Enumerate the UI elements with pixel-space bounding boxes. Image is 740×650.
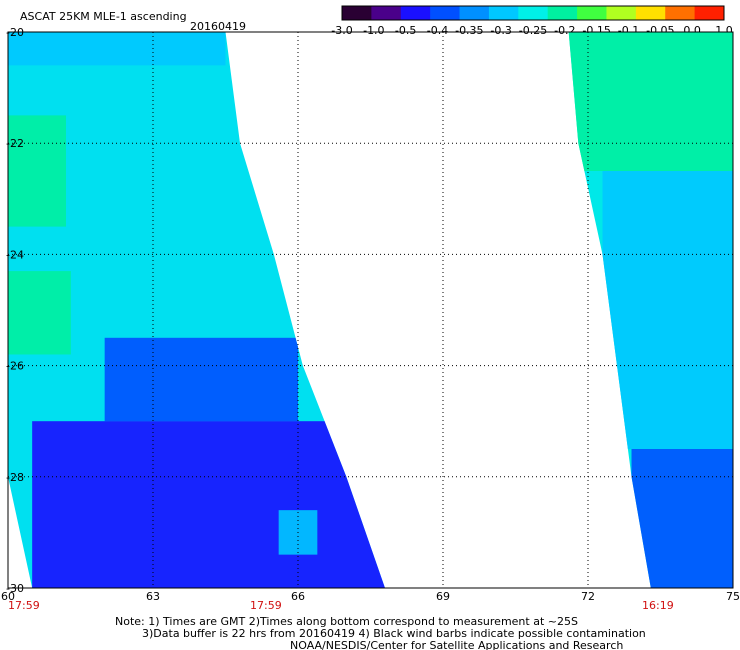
- value-region: [602, 171, 733, 449]
- colorbar-frame: [341, 5, 725, 21]
- note-line-1: Note: 1) Times are GMT 2)Times along bot…: [115, 615, 578, 628]
- value-region: [8, 115, 66, 227]
- colorbar-swatch: [488, 6, 519, 20]
- colorbar-tick-label: -0.4: [427, 24, 448, 37]
- y-tick-label: -24: [6, 248, 24, 261]
- colorbar-tick-label: -1.0: [363, 24, 384, 37]
- colorbar-swatch: [430, 6, 461, 20]
- colorbar-swatch: [547, 6, 578, 20]
- value-region: [104, 337, 299, 422]
- time-label-east: 16:19: [642, 599, 674, 612]
- time-label-west: 17:59: [8, 599, 40, 612]
- y-axis-tick-labels: -20 -22 -24 -26 -28 -30: [6, 26, 24, 595]
- colorbar-swatch: [665, 6, 696, 20]
- colorbar-tick-label: -0.5: [395, 24, 416, 37]
- value-region: [8, 271, 71, 355]
- map-plot-area: [7, 31, 734, 589]
- x-axis-tick-labels: 60 63 66 69 72 75: [1, 590, 740, 603]
- swath-east-swath: [568, 32, 733, 588]
- colorbar-tick-label: -0.35: [455, 24, 483, 37]
- value-region: [631, 449, 733, 588]
- colorbar-tick-label: -0.25: [519, 24, 547, 37]
- gridlines: [8, 32, 733, 588]
- value-region: [32, 421, 385, 588]
- y-tick-label: -30: [6, 582, 24, 595]
- y-tick-label: -28: [6, 471, 24, 484]
- x-tick-label: 72: [581, 590, 595, 603]
- note-line-3: NOAA/NESDIS/Center for Satellite Applica…: [290, 639, 623, 650]
- y-tick-label: -26: [6, 360, 24, 373]
- value-region: [8, 32, 226, 66]
- x-tick-label: 60: [1, 590, 15, 603]
- colorbar-tick-label: -3.0: [331, 24, 352, 37]
- x-tick-label: 66: [291, 590, 305, 603]
- value-region: [568, 32, 733, 171]
- x-tick-label: 69: [436, 590, 450, 603]
- colorbar-swatch: [400, 6, 431, 20]
- colorbar-swatch: [459, 6, 490, 20]
- colorbar-swatch: [371, 6, 402, 20]
- data-swaths: [8, 32, 733, 588]
- y-tick-label: -20: [6, 26, 24, 39]
- colorbar: [341, 5, 725, 21]
- colorbar-tick-label: -0.3: [490, 24, 511, 37]
- colorbar-swatch: [694, 6, 725, 20]
- colorbar-swatch: [518, 6, 549, 20]
- x-tick-label: 63: [146, 590, 160, 603]
- colorbar-swatch: [577, 6, 607, 20]
- colorbar-swatch: [635, 6, 666, 20]
- swath-west-swath: [8, 32, 385, 588]
- plot-frame: [7, 31, 734, 589]
- colorbar-swatch: [342, 6, 372, 20]
- chart-date: 20160419: [190, 20, 246, 33]
- x-tick-label: 75: [726, 590, 740, 603]
- y-tick-label: -22: [6, 137, 24, 150]
- colorbar-swatch: [606, 6, 637, 20]
- time-label-center: 17:59: [250, 599, 282, 612]
- chart-title: ASCAT 25KM MLE-1 ascending: [20, 10, 187, 23]
- note-line-2: 3)Data buffer is 22 hrs from 20160419 4)…: [142, 627, 646, 640]
